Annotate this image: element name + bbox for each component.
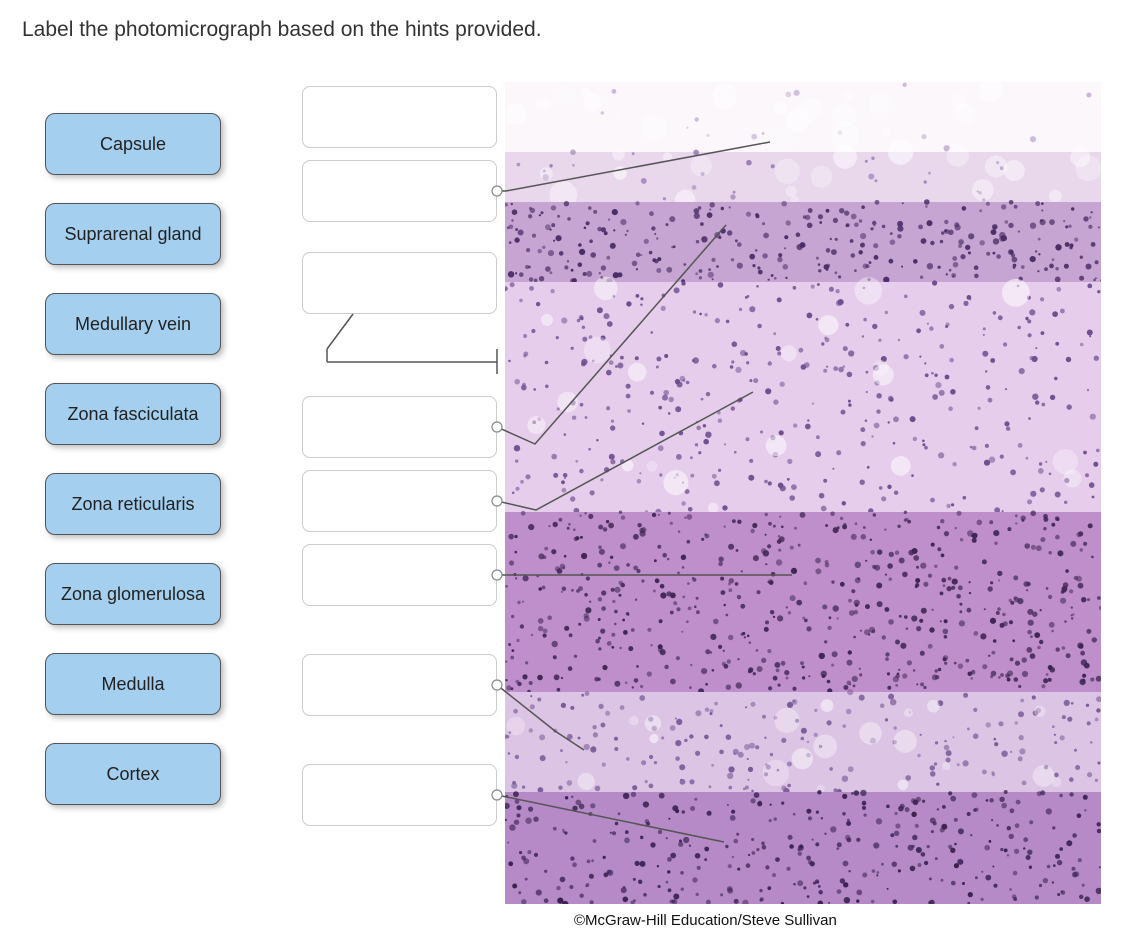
image-credit: ©McGraw-Hill Education/Steve Sullivan — [574, 912, 837, 929]
chip-label: Cortex — [106, 764, 159, 785]
drop-zone-d8[interactable] — [302, 764, 497, 826]
chip-medulla[interactable]: Medulla — [45, 653, 221, 715]
drop-zone-d1[interactable] — [302, 86, 497, 148]
instruction-text: Label the photomicrograph based on the h… — [22, 18, 542, 42]
chip-label: Suprarenal gland — [64, 224, 201, 245]
chip-capsule[interactable]: Capsule — [45, 113, 221, 175]
chip-zona-glomerulosa[interactable]: Zona glomerulosa — [45, 563, 221, 625]
chip-label: Zona reticularis — [71, 494, 194, 515]
chip-zona-fasciculata[interactable]: Zona fasciculata — [45, 383, 221, 445]
chip-label: Medulla — [101, 674, 164, 695]
chip-medullary-vein[interactable]: Medullary vein — [45, 293, 221, 355]
drop-zone-d7[interactable] — [302, 654, 497, 716]
chip-suprarenal[interactable]: Suprarenal gland — [45, 203, 221, 265]
drop-zone-d3[interactable] — [302, 252, 497, 314]
photomicrograph-image — [505, 82, 1101, 904]
chip-cortex[interactable]: Cortex — [45, 743, 221, 805]
drop-zone-d2[interactable] — [302, 160, 497, 222]
drop-zone-d5[interactable] — [302, 470, 497, 532]
drop-zone-d6[interactable] — [302, 544, 497, 606]
drop-zone-d4[interactable] — [302, 396, 497, 458]
chip-label: Zona fasciculata — [67, 404, 198, 425]
chip-zona-reticularis[interactable]: Zona reticularis — [45, 473, 221, 535]
chip-label: Medullary vein — [75, 314, 191, 335]
chip-label: Capsule — [100, 134, 166, 155]
chip-label: Zona glomerulosa — [61, 584, 205, 605]
